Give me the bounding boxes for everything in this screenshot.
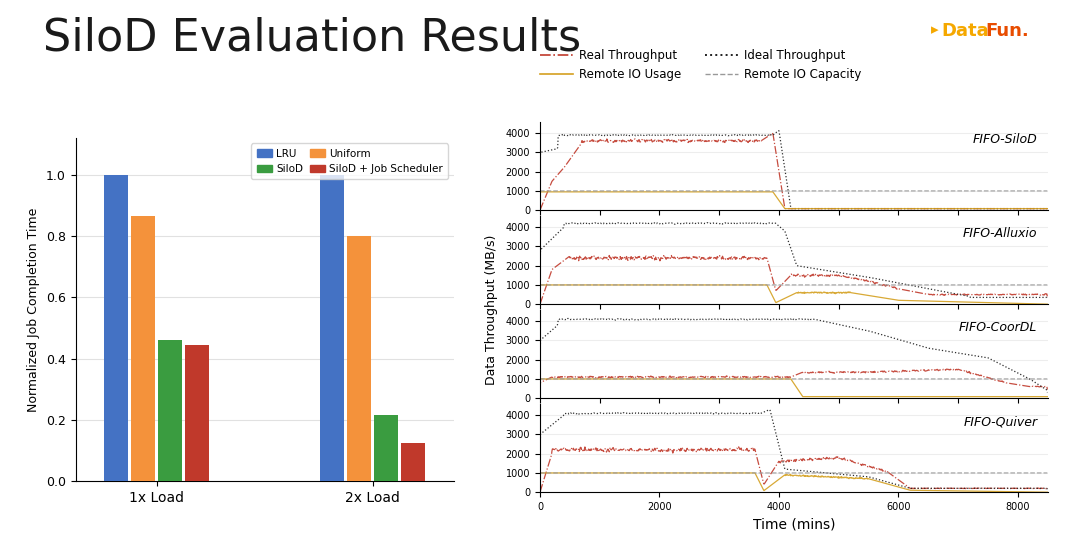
Legend: Real Throughput, Remote IO Usage, Ideal Throughput, Remote IO Capacity: Real Throughput, Remote IO Usage, Ideal … [535, 45, 866, 86]
Text: Data: Data [942, 22, 989, 40]
Bar [132, 216, 156, 481]
Text: FIFO-SiloD: FIFO-SiloD [973, 133, 1038, 146]
Text: Fun.: Fun. [985, 22, 1029, 40]
Legend: LRU, SiloD, Uniform, SiloD + Job Scheduler: LRU, SiloD, Uniform, SiloD + Job Schedul… [252, 143, 448, 179]
Bar [374, 415, 397, 481]
Text: •DataFun.: •DataFun. [931, 22, 937, 23]
Bar [158, 340, 181, 481]
Bar [347, 236, 370, 481]
Text: FIFO-CoorDL: FIFO-CoorDL [959, 321, 1038, 334]
Bar [104, 175, 127, 481]
Bar [320, 175, 343, 481]
Text: SiloD Evaluation Results: SiloD Evaluation Results [43, 17, 581, 60]
Text: FIFO-Quiver: FIFO-Quiver [963, 415, 1038, 428]
Text: ▸: ▸ [931, 22, 939, 37]
Text: Data Throughput (MB/s): Data Throughput (MB/s) [485, 234, 498, 385]
Bar [401, 443, 424, 481]
X-axis label: Time (mins): Time (mins) [753, 518, 835, 531]
Y-axis label: Normalized Job Completion Time: Normalized Job Completion Time [27, 207, 40, 412]
Text: FIFO-Alluxio: FIFO-Alluxio [963, 227, 1038, 240]
Bar [186, 345, 208, 481]
